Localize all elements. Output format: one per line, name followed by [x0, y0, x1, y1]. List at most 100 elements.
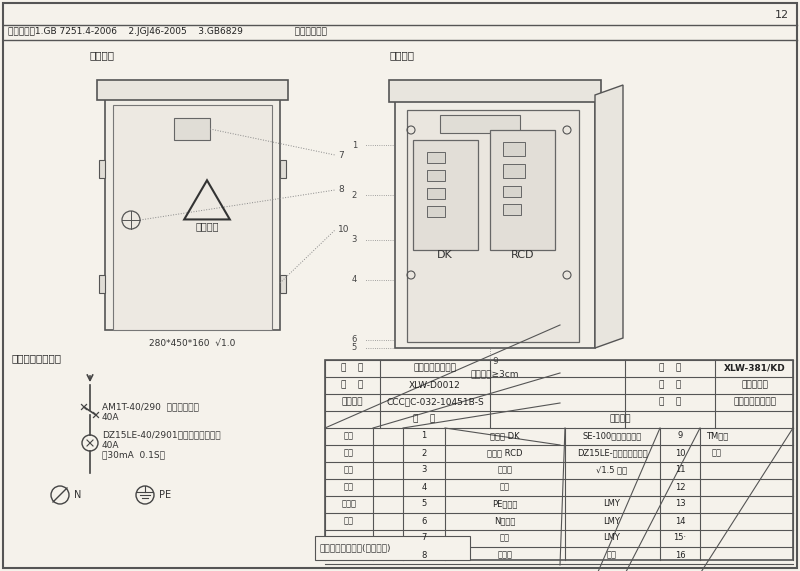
Bar [440, 115, 520, 133]
Bar [99, 160, 105, 178]
Text: 280*450*160  √1.0: 280*450*160 √1.0 [149, 339, 235, 348]
Text: 14: 14 [674, 517, 686, 525]
Text: 审核: 审核 [344, 482, 354, 492]
Bar [503, 186, 521, 197]
Text: 断路器 RCD: 断路器 RCD [487, 448, 522, 457]
Bar [427, 206, 445, 217]
Text: 主要配件: 主要配件 [610, 415, 630, 424]
Text: 线夹: 线夹 [500, 482, 510, 492]
Text: 5: 5 [352, 344, 357, 352]
Bar [97, 80, 288, 100]
Bar [427, 170, 445, 181]
Text: CCC：C-032-10451B-S: CCC：C-032-10451B-S [386, 397, 484, 407]
Text: 4: 4 [352, 275, 357, 284]
Bar [280, 275, 286, 293]
Bar [503, 164, 525, 178]
Text: 执行标准：1.GB 7251.4-2006    2.JGJ46-2005    3.GB6829                  壳体颜色：黄: 执行标准：1.GB 7251.4-2006 2.JGJ46-2005 3.GB6… [8, 27, 327, 37]
Text: 9: 9 [678, 432, 682, 440]
Text: LMY: LMY [603, 517, 621, 525]
Text: 11: 11 [674, 465, 686, 475]
Text: √1.5 折边: √1.5 折边 [597, 465, 627, 475]
Text: TM连接: TM连接 [706, 432, 728, 440]
Text: 哈尔滨市龙瑞电气(成套设备): 哈尔滨市龙瑞电气(成套设备) [320, 544, 391, 553]
Text: 3: 3 [352, 235, 357, 244]
Bar [420, 360, 460, 370]
Text: 13: 13 [674, 500, 686, 509]
Text: 日期: 日期 [344, 517, 354, 525]
Bar [113, 105, 272, 330]
Text: N线端子: N线端子 [494, 517, 516, 525]
Bar [427, 152, 445, 163]
Text: 照明开关箱: 照明开关箱 [742, 380, 769, 389]
Text: 2: 2 [352, 191, 357, 199]
Text: 电器连接原理图：: 电器连接原理图： [12, 353, 62, 363]
Text: 有电危险: 有电危险 [195, 221, 218, 231]
Text: 用    途: 用 途 [659, 397, 681, 407]
Bar [407, 110, 579, 342]
Text: 防雨: 防雨 [607, 550, 617, 560]
Text: 6: 6 [422, 517, 426, 525]
Text: 断路器 DK: 断路器 DK [490, 432, 520, 440]
Text: 3: 3 [422, 465, 426, 475]
Text: 序    号: 序 号 [413, 415, 435, 424]
Text: 压把锁: 压把锁 [498, 550, 513, 560]
Text: 安装板: 安装板 [498, 465, 513, 475]
Text: 4: 4 [422, 482, 426, 492]
Polygon shape [595, 85, 623, 348]
Text: AM1T-40/290  （透明空开）: AM1T-40/290 （透明空开） [102, 403, 199, 412]
Text: （30mA  0.1S）: （30mA 0.1S） [102, 451, 165, 460]
Bar [325, 360, 793, 377]
Text: 标牌: 标牌 [500, 533, 510, 542]
Text: 装配图：: 装配图： [390, 50, 415, 60]
Text: 建筑施工用配电箱: 建筑施工用配电箱 [414, 364, 457, 372]
Bar [427, 188, 445, 199]
Text: 外型图：: 外型图： [90, 50, 115, 60]
Text: DZ15LE-40/2901（透明漏电开关）: DZ15LE-40/2901（透明漏电开关） [102, 431, 221, 440]
Text: PE: PE [159, 490, 171, 500]
Text: 校核: 校核 [344, 465, 354, 475]
Text: 初图: 初图 [344, 448, 354, 457]
Bar [485, 360, 525, 370]
Text: DZ15LE-透明系列漏电开: DZ15LE-透明系列漏电开 [577, 448, 647, 457]
Text: 型    号: 型 号 [659, 364, 681, 372]
Text: 10: 10 [674, 448, 686, 457]
Text: DK: DK [437, 250, 453, 260]
Text: 设计: 设计 [344, 432, 354, 440]
Bar [174, 118, 210, 140]
Text: LMY: LMY [603, 500, 621, 509]
Text: 图    号: 图 号 [341, 380, 363, 389]
Bar [325, 394, 793, 411]
Text: 12: 12 [674, 482, 686, 492]
Text: PE线端子: PE线端子 [492, 500, 518, 509]
Text: 标准化: 标准化 [342, 500, 357, 509]
Bar [105, 95, 280, 330]
Text: XLW-D0012: XLW-D0012 [409, 380, 461, 389]
Text: 2: 2 [422, 448, 426, 457]
Text: 10: 10 [338, 226, 350, 235]
Text: 试验报告: 试验报告 [342, 397, 362, 407]
Bar [280, 160, 286, 178]
Text: 7: 7 [338, 151, 344, 159]
Text: 挂耳: 挂耳 [712, 448, 722, 457]
Text: 7: 7 [422, 533, 426, 542]
Text: 8: 8 [422, 550, 426, 560]
Text: XLW-381/KD: XLW-381/KD [724, 364, 786, 372]
Text: 规    格: 规 格 [659, 380, 681, 389]
Bar [325, 377, 793, 394]
Bar [395, 98, 595, 348]
Text: 1: 1 [422, 432, 426, 440]
Text: 1: 1 [352, 140, 357, 150]
Text: 元件间距≥3cm: 元件间距≥3cm [470, 369, 519, 379]
Text: 15·: 15· [674, 533, 686, 542]
Text: 6: 6 [352, 336, 357, 344]
Bar [503, 204, 521, 215]
Text: 16: 16 [674, 550, 686, 560]
Bar [490, 130, 555, 250]
Bar [503, 142, 525, 156]
Text: 8: 8 [338, 186, 344, 195]
Bar [315, 536, 470, 560]
Bar [413, 140, 478, 250]
Text: 5: 5 [422, 500, 426, 509]
Text: N: N [74, 490, 82, 500]
Bar [325, 360, 793, 560]
